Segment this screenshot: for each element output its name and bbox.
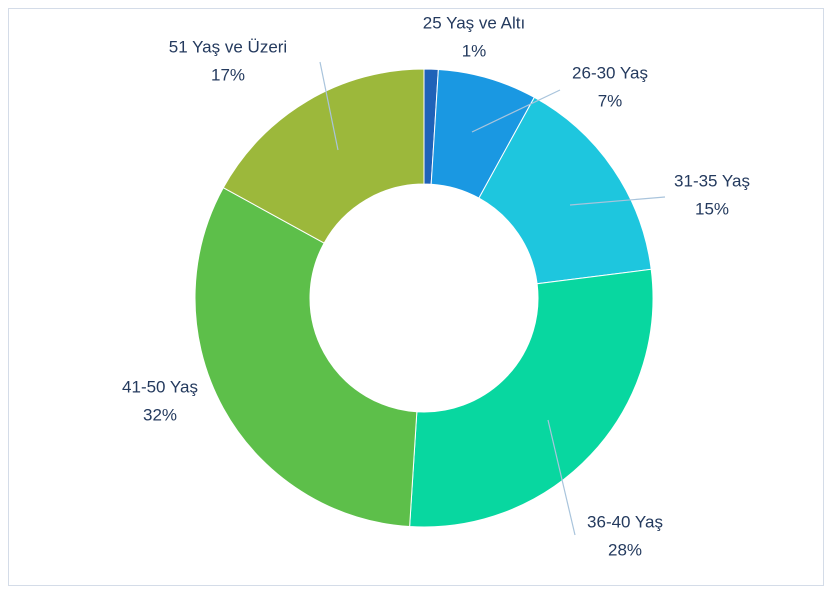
slice-value-label: 15%	[695, 199, 729, 218]
slice-category-label: 51 Yaş ve Üzeri	[169, 37, 287, 56]
slice	[409, 268, 654, 528]
leader-line	[569, 196, 666, 206]
slice-category-label: 25 Yaş ve Altı	[423, 13, 525, 32]
slice-category-label: 26-30 Yaş	[572, 63, 648, 82]
slice	[222, 68, 425, 244]
slice-value-label: 32%	[143, 405, 177, 424]
slice-category-label: 31-35 Yaş	[674, 171, 750, 190]
leader-line	[471, 89, 561, 133]
slice-category-label: 36-40 Yaş	[587, 512, 663, 531]
slice-value-label: 7%	[598, 91, 623, 110]
leader-line	[319, 61, 339, 151]
slice-value-label: 17%	[211, 65, 245, 84]
slice-value-label: 1%	[462, 41, 487, 60]
slice	[478, 96, 652, 285]
leader-line	[547, 419, 576, 536]
slice-value-label: 28%	[608, 540, 642, 559]
slice-category-label: 41-50 Yaş	[122, 377, 198, 396]
slice	[194, 186, 418, 528]
